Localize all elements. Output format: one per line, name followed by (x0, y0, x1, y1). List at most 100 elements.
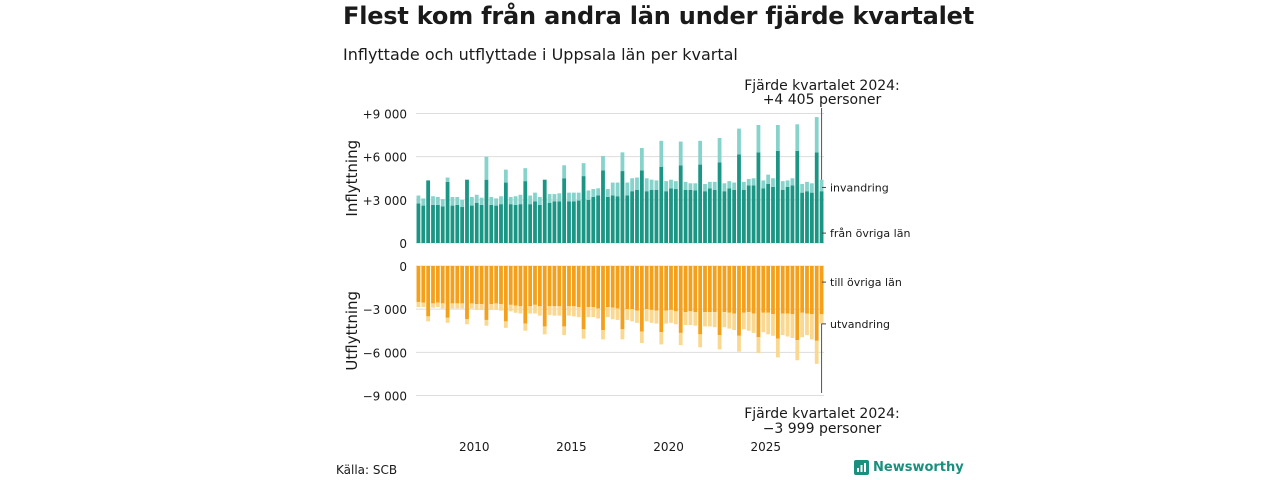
annotation-outflow-line1: Fjärde kvartalet 2024: (744, 406, 900, 422)
bar-inflow-other-counties (479, 204, 484, 243)
bar-outflow-other-counties (503, 266, 508, 322)
bar-inflow-immigration (513, 196, 518, 205)
bar-outflow-other-counties (533, 266, 537, 305)
bar-inflow-other-counties (562, 178, 567, 243)
bar-inflow-other-counties (567, 201, 571, 243)
bar-outflow-other-counties (435, 266, 440, 303)
bar-inflow-other-counties (688, 189, 693, 243)
bar-inflow-other-counties (533, 201, 537, 243)
bar-outflow-emigration (751, 313, 756, 333)
bar-outflow-other-counties (518, 266, 523, 307)
bar-inflow-other-counties (712, 189, 717, 243)
bar-outflow-other-counties (703, 266, 707, 313)
bar-outflow-emigration (523, 323, 528, 331)
bar-outflow-emigration (605, 307, 610, 318)
bar-inflow-other-counties (800, 192, 805, 243)
bar-outflow-other-counties (771, 266, 775, 315)
bar-inflow-immigration (576, 192, 581, 201)
bar-inflow-other-counties (756, 152, 761, 243)
bar-inflow-immigration (630, 178, 635, 192)
series-label: utvandring (830, 318, 890, 331)
bar-inflow-other-counties (780, 189, 785, 243)
bar-outflow-other-counties (596, 266, 601, 309)
bar-outflow-other-counties (727, 266, 732, 313)
bar-inflow-immigration (625, 182, 630, 196)
bar-inflow-immigration (440, 199, 445, 207)
bar-inflow-other-counties (649, 189, 654, 243)
bar-inflow-other-counties (503, 182, 508, 243)
bar-inflow-immigration (693, 183, 698, 191)
y-tick-label-outflow: 0 (399, 260, 407, 274)
bar-outflow-emigration (761, 312, 766, 333)
bar-inflow-other-counties (678, 165, 683, 243)
bar-outflow-other-counties (795, 266, 800, 341)
bar-outflow-other-counties (445, 266, 450, 318)
bar-inflow-immigration (814, 117, 819, 153)
bar-inflow-immigration (688, 183, 693, 190)
bar-outflow-emigration (421, 302, 426, 308)
bar-outflow-other-counties (814, 266, 819, 341)
y-tick-label-inflow: 0 (399, 237, 407, 251)
bar-outflow-emigration (576, 307, 581, 318)
bar-outflow-emigration (693, 312, 698, 326)
bar-inflow-other-counties (601, 170, 605, 243)
bar-outflow-emigration (766, 312, 771, 335)
bar-inflow-other-counties (766, 184, 771, 243)
bar-inflow-other-counties (693, 190, 698, 243)
bar-inflow-other-counties (605, 196, 610, 243)
bar-outflow-other-counties (717, 266, 722, 336)
bar-outflow-other-counties (469, 266, 474, 304)
bar-outflow-other-counties (678, 266, 683, 333)
bar-outflow-other-counties (785, 266, 790, 314)
bar-outflow-emigration (756, 337, 761, 354)
bar-outflow-emigration (484, 319, 489, 326)
bar-inflow-other-counties (644, 191, 649, 243)
bar-inflow-immigration (460, 199, 465, 208)
bar-outflow-other-counties (547, 266, 552, 307)
series-label: invandring (830, 181, 889, 194)
bar-inflow-immigration (620, 152, 625, 172)
x-tick-label: 2010 (459, 440, 490, 454)
bar-inflow-immigration (664, 181, 669, 192)
bar-outflow-other-counties (426, 266, 431, 317)
bar-inflow-other-counties (625, 195, 630, 243)
bar-outflow-other-counties (693, 266, 698, 313)
bar-inflow-other-counties (469, 205, 474, 243)
bar-outflow-other-counties (513, 266, 518, 306)
bar-outflow-emigration (785, 313, 790, 337)
bar-outflow-emigration (639, 331, 644, 343)
bar-inflow-immigration (809, 183, 814, 193)
bar-outflow-other-counties (780, 266, 785, 314)
bar-inflow-other-counties (460, 207, 465, 243)
bar-inflow-immigration (533, 192, 537, 202)
bar-outflow-emigration (586, 307, 591, 318)
bar-inflow-immigration (601, 155, 605, 171)
bar-outflow-other-counties (581, 266, 586, 330)
bar-inflow-immigration (605, 189, 610, 197)
bar-outflow-emigration (780, 313, 785, 336)
bar-outflow-other-counties (523, 266, 528, 324)
bar-outflow-emigration (659, 332, 664, 345)
bar-inflow-other-counties (421, 205, 426, 243)
bar-inflow-immigration (800, 184, 805, 193)
bar-inflow-other-counties (465, 179, 469, 243)
bar-inflow-other-counties (698, 164, 703, 243)
bar-outflow-emigration (528, 306, 533, 314)
bar-inflow-other-counties (669, 188, 673, 243)
bar-outflow-emigration (518, 306, 523, 314)
bar-inflow-other-counties (707, 188, 712, 243)
bar-outflow-emigration (508, 304, 513, 312)
bar-outflow-other-counties (494, 266, 499, 304)
bar-inflow-other-counties (819, 191, 824, 243)
bar-outflow-emigration (644, 309, 649, 322)
y-tick-label-outflow: −3 000 (363, 303, 407, 317)
bar-outflow-other-counties (683, 266, 688, 313)
bar-chart-icon (854, 460, 869, 475)
bar-inflow-other-counties (751, 185, 756, 243)
brand-logo[interactable]: Newsworthy (854, 460, 964, 475)
bar-outflow-emigration (499, 304, 503, 311)
bar-inflow-immigration (596, 188, 601, 196)
bar-inflow-other-counties (775, 150, 780, 243)
bar-inflow-other-counties (489, 204, 494, 243)
bar-inflow-immigration (455, 196, 460, 205)
